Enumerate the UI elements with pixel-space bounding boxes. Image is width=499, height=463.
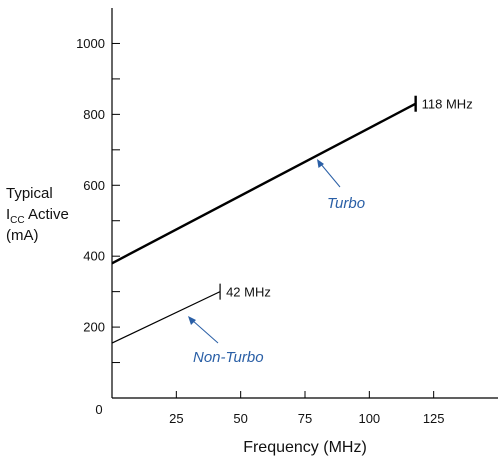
turbo-label: Turbo: [327, 195, 365, 212]
y-title-subscript: CC: [10, 215, 24, 226]
x-tick-label: 0: [95, 402, 102, 417]
axes: [111, 8, 498, 399]
x-tick-label: 25: [169, 411, 183, 426]
series-end-label: 42 MHz: [226, 285, 271, 300]
x-tick-label: 50: [233, 411, 247, 426]
series-end-label: 118 MHz: [422, 97, 473, 112]
series-layer: 118 MHz 42 MHz: [111, 95, 473, 344]
series-line-non-turbo: [111, 291, 221, 344]
y-tick-label: 600: [83, 178, 105, 193]
non-turbo-arrow-head: [188, 316, 196, 325]
series-line-turbo: [111, 102, 417, 265]
turbo-arrow-head: [317, 159, 324, 168]
y-tick-label: 200: [83, 320, 105, 335]
x-tick-label: 125: [423, 411, 445, 426]
turbo-arrow-line: [319, 162, 341, 188]
annotation-arrows: [188, 159, 341, 344]
y-title-active: Active: [25, 206, 69, 223]
y-tick-label: 800: [83, 107, 105, 122]
x-tick-label: 75: [298, 411, 312, 426]
y-ticks: 200 400 600 800 1000: [76, 36, 120, 364]
y-tick-label: 1000: [76, 36, 105, 51]
x-ticks: 0 25 50 75 100 125: [95, 391, 445, 426]
y-title-i: I: [6, 206, 10, 223]
non-turbo-label: Non-Turbo: [193, 349, 264, 366]
y-axis-title: Typical ICC Active (mA): [6, 185, 73, 244]
y-title-unit: (mA): [6, 227, 39, 244]
y-title-line-1: Typical: [6, 185, 53, 202]
x-axis-title: Frequency (MHz): [243, 439, 367, 456]
non-turbo-arrow-line: [191, 319, 219, 344]
y-tick-label: 400: [83, 249, 105, 264]
x-tick-label: 100: [358, 411, 380, 426]
